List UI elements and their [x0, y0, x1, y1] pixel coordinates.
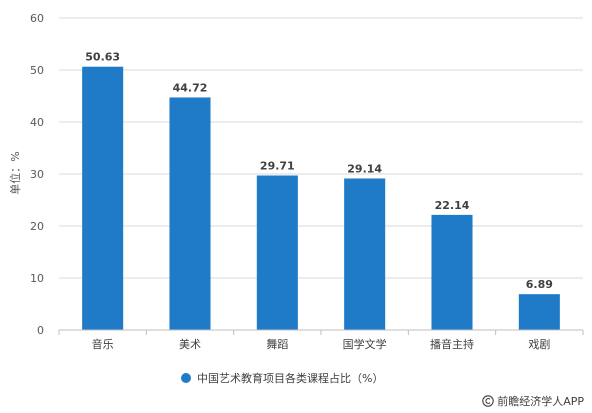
- y-tick-label: 60: [30, 12, 44, 25]
- source-text: 前瞻经济学人APP: [497, 395, 584, 408]
- data-label: 29.71: [260, 160, 295, 173]
- bars: [82, 66, 560, 331]
- copyright-icon: [482, 395, 494, 407]
- y-tick-label: 40: [30, 116, 44, 129]
- bar: [256, 175, 298, 330]
- category-label: 播音主持: [430, 337, 474, 351]
- y-axis-label: 单位：%: [8, 151, 22, 194]
- category-label: 舞蹈: [266, 338, 288, 351]
- legend-label: 中国艺术教育项目各类课程占比（%）: [197, 371, 383, 385]
- data-label: 44.72: [173, 81, 208, 94]
- y-tick-label: 10: [30, 272, 44, 285]
- category-label: 国学文学: [343, 337, 387, 351]
- y-tick-label: 50: [30, 64, 44, 77]
- bar: [431, 214, 473, 330]
- legend: 中国艺术教育项目各类课程占比（%）: [181, 371, 383, 385]
- data-labels: 50.63 44.72 29.71 29.14 22.14 6.89: [85, 51, 553, 291]
- y-tick-label: 20: [30, 220, 44, 233]
- bar: [344, 178, 386, 330]
- source-note: 前瞻经济学人APP: [482, 393, 584, 409]
- bar: [169, 97, 211, 331]
- category-label: 美术: [179, 338, 201, 351]
- gridlines: [59, 17, 583, 279]
- bar: [518, 294, 560, 330]
- category-label: 音乐: [92, 337, 114, 351]
- x-axis-categories: 音乐 美术 舞蹈 国学文学 播音主持 戏剧: [58, 330, 584, 351]
- category-label: 戏剧: [528, 338, 550, 351]
- data-label: 29.14: [347, 162, 382, 175]
- y-tick-label: 30: [30, 168, 44, 181]
- y-axis-ticks: 0 10 20 30 40 50 60: [30, 12, 44, 337]
- legend-marker: [181, 373, 191, 383]
- data-label: 50.63: [85, 51, 120, 64]
- data-label: 22.14: [435, 199, 470, 212]
- y-tick-label: 0: [37, 324, 44, 337]
- bar: [82, 66, 124, 330]
- data-label: 6.89: [526, 278, 553, 291]
